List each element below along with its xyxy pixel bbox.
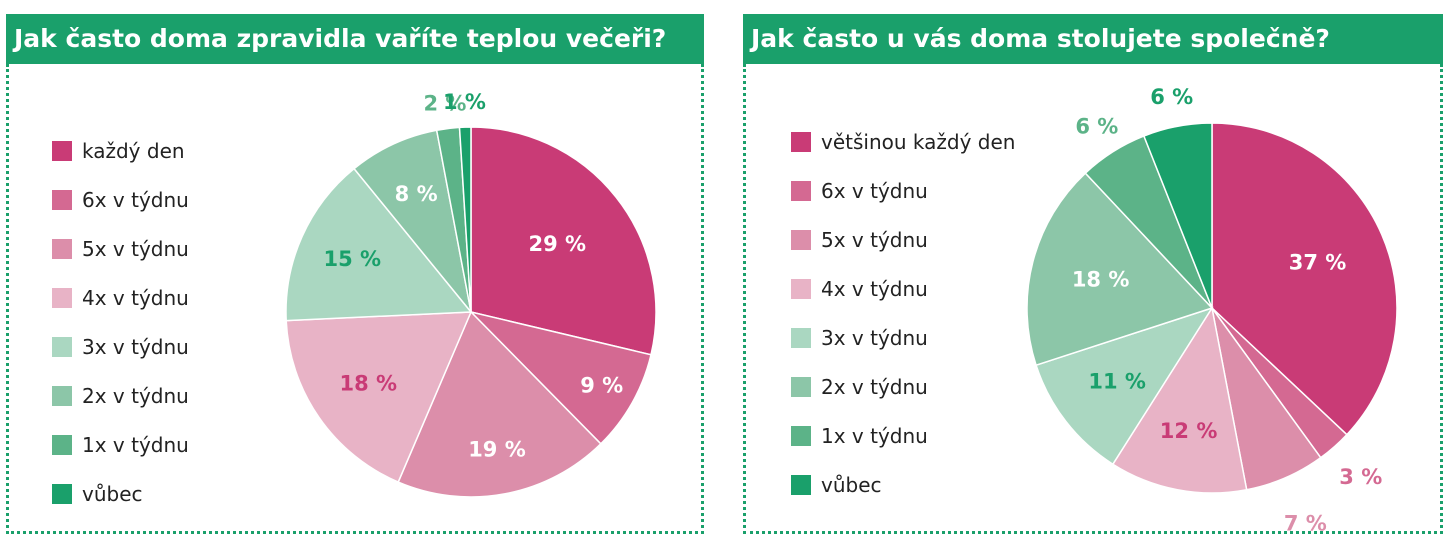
legend-swatch [52,336,72,357]
legend-item: většinou každý den [791,117,1015,166]
pie-slice [468,310,652,445]
legend-swatch [52,140,72,161]
legend-label: každý den [82,138,185,163]
legend-label: 6x v týdnu [82,187,189,212]
legend-swatch [52,189,72,210]
data-label: 12 % [1160,419,1218,443]
legend-item: 2x v týdnu [52,371,189,420]
chart-title: Jak často u vás doma stolujete společně? [743,14,1443,64]
pie-slice [470,126,657,356]
legend-item: vůbec [52,469,189,518]
pie-slice [397,310,602,498]
legend-label: 1x v týdnu [82,432,189,457]
data-label: 18 % [340,371,398,395]
legend-item: 3x v týdnu [791,313,1015,362]
legend-swatch [791,278,811,299]
data-label: 8 % [395,182,438,206]
legend-item: 4x v týdnu [791,264,1015,313]
legend-item: 4x v týdnu [52,273,189,322]
legend-item: 6x v týdnu [52,175,189,224]
legend-swatch [791,131,811,152]
legend-item: 1x v týdnu [791,411,1015,460]
legend-label: 3x v týdnu [821,325,928,350]
chart-panel-dining: Jak často u vás doma stolujete společně?… [743,14,1443,536]
legend-label: 6x v týdnu [821,178,928,203]
pie-slice [352,129,472,313]
data-label: 29 % [529,232,587,256]
data-label: 18 % [1072,267,1130,291]
chart-panel-cooking: Jak často doma zpravidla vaříte teplou v… [6,14,704,534]
legend-label: 1x v týdnu [821,423,928,448]
data-label: 9 % [580,374,623,398]
pie-slice [1035,306,1214,466]
legend-swatch [52,483,72,504]
panel-frame [6,64,704,534]
data-label: 1 % [443,90,486,114]
legend-label: 4x v týdnu [82,285,189,310]
legend-label: 5x v týdnu [82,236,189,261]
pie-slice [1026,172,1214,367]
panel-frame [743,64,1443,534]
pie-slice [1142,122,1213,309]
legend-label: 2x v týdnu [82,383,189,408]
legend-label: 4x v týdnu [821,276,928,301]
legend: většinou každý den 6x v týdnu 5x v týdnu… [791,117,1015,509]
legend: každý den 6x v týdnu 5x v týdnu 4x v týd… [52,126,189,518]
pie-slice [285,311,473,484]
pie-chart: 29 % 9 % 19 % 18 % 15 % 8 % 2 %1 % [285,90,657,498]
legend-swatch [52,434,72,455]
data-label: 6 % [1075,114,1118,138]
legend-swatch [791,425,811,446]
legend-swatch [791,180,811,201]
pie-chart: 37 % 3 % 7 % 12 % 11 % 18 % 6 % 6 % [1026,85,1398,536]
pie-slice [1111,305,1248,494]
data-label: 19 % [468,438,526,462]
data-label: 37 % [1289,250,1347,274]
legend-label: vůbec [821,472,882,497]
chart-title: Jak často doma zpravidla vaříte teplou v… [6,14,704,64]
legend-swatch [52,238,72,259]
legend-swatch [791,229,811,250]
pie-slice [458,126,472,313]
legend-label: většinou každý den [821,129,1016,154]
data-label: 3 % [1339,465,1382,489]
data-label: 11 % [1088,370,1146,394]
legend-swatch [791,474,811,495]
legend-item: 5x v týdnu [52,224,189,273]
data-label: 2 % [423,92,466,116]
pie-slice [1211,122,1398,436]
legend-item: 1x v týdnu [52,420,189,469]
legend-item: 6x v týdnu [791,166,1015,215]
data-label: 6 % [1150,85,1193,109]
legend-item: 5x v týdnu [791,215,1015,264]
legend-item: vůbec [791,460,1015,509]
data-label: 15 % [324,247,382,271]
legend-swatch [52,385,72,406]
legend-label: vůbec [82,481,143,506]
legend-label: 2x v týdnu [821,374,928,399]
legend-swatch [791,376,811,397]
legend-item: 2x v týdnu [791,362,1015,411]
legend-item: 3x v týdnu [52,322,189,371]
data-label: 7 % [1284,512,1327,536]
legend-label: 3x v týdnu [82,334,189,359]
pie-slice [285,167,473,322]
legend-swatch [791,327,811,348]
legend-item: každý den [52,126,189,175]
legend-swatch [52,287,72,308]
legend-label: 5x v týdnu [821,227,928,252]
